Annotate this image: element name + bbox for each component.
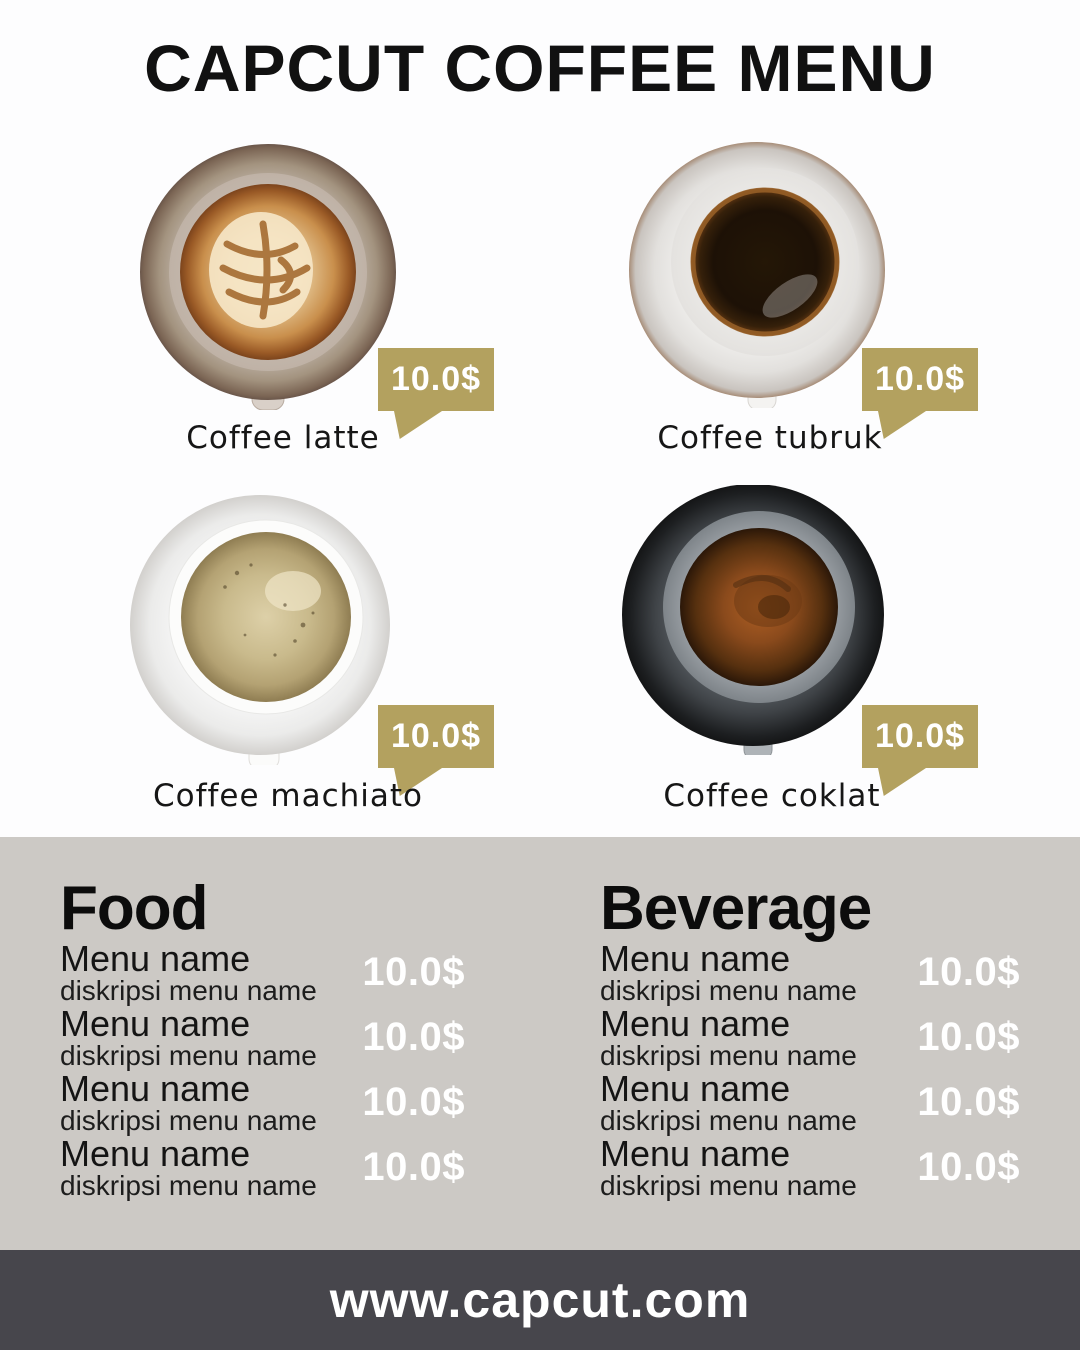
price-text: 10.0$ [390,360,482,398]
menu-item-text: Menu name diskripsi menu name [60,1002,317,1071]
menu-item-desc: diskripsi menu name [600,1039,857,1071]
menu-item-text: Menu name diskripsi menu name [600,937,857,1006]
menu-item-name: Menu name [60,1067,251,1109]
price-text: 10.0$ [874,717,966,755]
menu-item-text: Menu name diskripsi menu name [60,937,317,1006]
menu-item: Menu name diskripsi menu name 10.0$ [600,1070,1020,1135]
product-name: Coffee tubruk [657,420,883,456]
menu-item: Menu name diskripsi menu name 10.0$ [60,940,465,1005]
footer-bar: www.capcut.com [0,1250,1080,1350]
menu-item: Menu name diskripsi menu name 10.0$ [600,1135,1020,1200]
coffee-machiato-image [130,495,390,765]
beverage-heading: Beverage [600,874,872,943]
menu-item-name: Menu name [60,937,251,979]
menu-item: Menu name diskripsi menu name 10.0$ [60,1135,465,1200]
coffee-machiato-photo [125,495,395,765]
menu-item-name: Menu name [600,1067,791,1109]
menu-item-price: 10.0$ [917,1145,1020,1189]
menu-item-name: Menu name [600,1132,791,1174]
product-name: Coffee coklat [663,778,881,814]
menu-item-price: 10.0$ [362,1015,465,1059]
menu-item-price: 10.0$ [362,1145,465,1189]
food-heading: Food [60,874,209,943]
menu-item-desc: diskripsi menu name [600,1169,857,1201]
menu-item-desc: diskripsi menu name [60,974,317,1006]
menu-item-text: Menu name diskripsi menu name [600,1067,857,1136]
price-tag: 10.0$ [378,705,494,768]
coffee-tubruk-image [629,142,885,408]
menu-item-price: 10.0$ [917,1015,1020,1059]
menu-band-background [0,837,1080,1250]
menu-item-desc: diskripsi menu name [600,974,857,1006]
coffee-coklat-image [622,485,884,755]
menu-item-price: 10.0$ [362,1080,465,1124]
menu-item-name: Menu name [600,1002,791,1044]
menu-item-price: 10.0$ [362,950,465,994]
price-tag: 10.0$ [862,348,978,411]
price-tag: 10.0$ [378,348,494,411]
menu-item-name: Menu name [60,1132,251,1174]
coffee-latte-photo [133,140,403,410]
price-text: 10.0$ [874,360,966,398]
page-title: CAPCUT COFFEE MENU [144,31,936,105]
menu-item-text: Menu name diskripsi menu name [600,1002,857,1071]
menu-item-desc: diskripsi menu name [60,1039,317,1071]
coffee-latte-image [140,144,396,410]
menu-item-text: Menu name diskripsi menu name [600,1132,857,1201]
price-tag: 10.0$ [862,705,978,768]
product-name: Coffee machiato [152,778,424,814]
menu-item: Menu name diskripsi menu name 10.0$ [600,940,1020,1005]
menu-item-desc: diskripsi menu name [600,1104,857,1136]
food-section: Food Menu name diskripsi menu name 10.0$… [60,878,465,1200]
price-text: 10.0$ [390,717,482,755]
menu-item-name: Menu name [600,937,791,979]
menu-item: Menu name diskripsi menu name 10.0$ [60,1070,465,1135]
menu-item-desc: diskripsi menu name [60,1104,317,1136]
menu-item-name: Menu name [60,1002,251,1044]
beverage-section: Beverage Menu name diskripsi menu name 1… [600,878,1020,1200]
menu-item-price: 10.0$ [917,950,1020,994]
menu-item-price: 10.0$ [917,1080,1020,1124]
menu-item-text: Menu name diskripsi menu name [60,1067,317,1136]
product-name: Coffee latte [186,420,380,456]
coffee-coklat-photo [618,485,888,755]
menu-item: Menu name diskripsi menu name 10.0$ [600,1005,1020,1070]
menu-item-text: Menu name diskripsi menu name [60,1132,317,1201]
menu-item: Menu name diskripsi menu name 10.0$ [60,1005,465,1070]
coffee-tubruk-photo [622,138,892,408]
website-url: www.capcut.com [329,1272,751,1328]
menu-item-desc: diskripsi menu name [60,1169,317,1201]
